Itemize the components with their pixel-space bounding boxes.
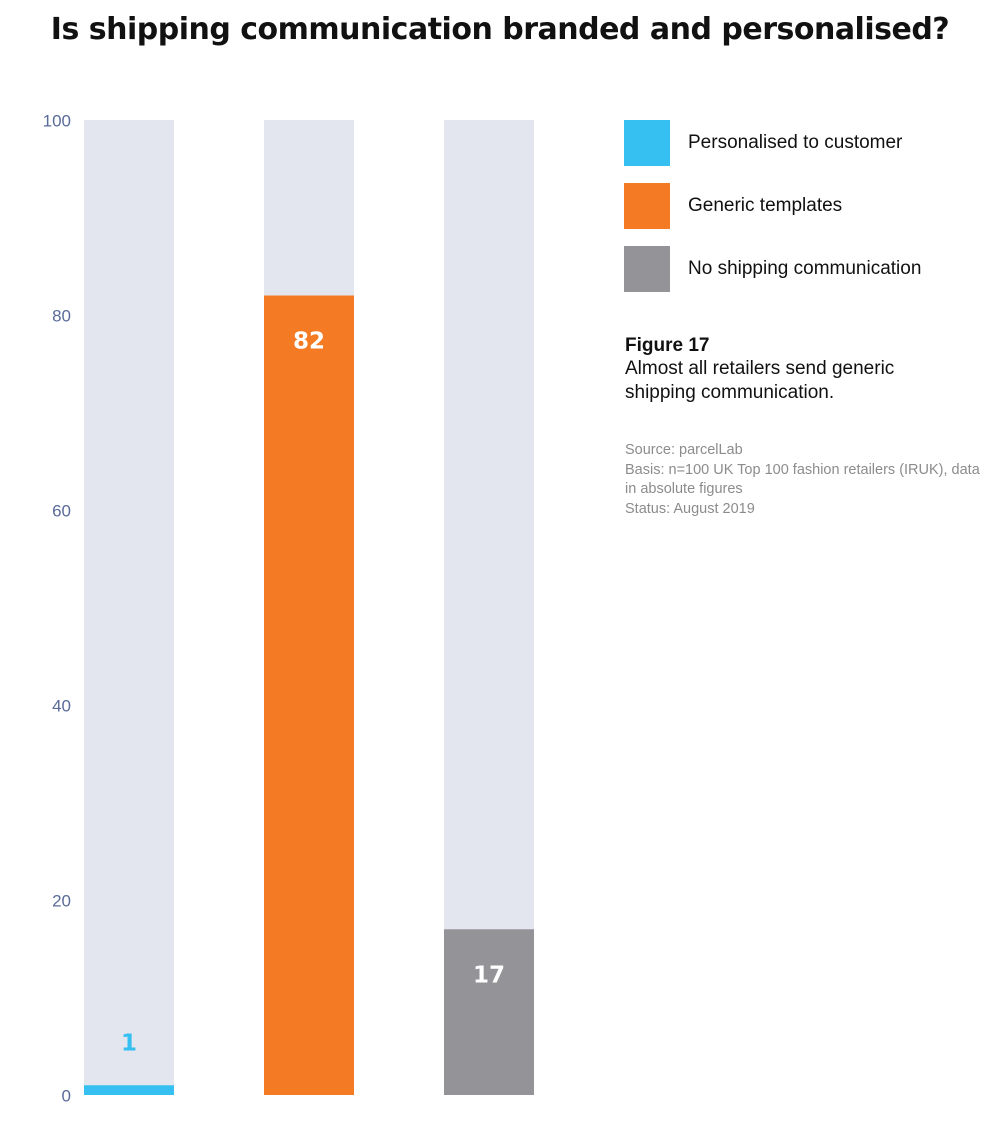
data-label: 1 [121,1030,137,1056]
bar-none [444,929,534,1095]
y-tick-label: 100 [43,111,71,130]
status-line: Status: August 2019 [625,500,755,517]
y-tick-label: 0 [62,1086,71,1105]
legend-label-none: No shipping communication [688,258,922,279]
legend-swatch-none [624,246,670,292]
data-label: 17 [473,962,505,988]
y-tick-label: 60 [52,501,71,520]
figure-number: Figure 17 [625,335,710,356]
legend-label-personalised: Personalised to customer [688,132,903,153]
y-tick-label: 20 [52,891,71,910]
legend-swatch-generic [624,183,670,229]
source-line: Source: parcelLab [625,442,743,458]
bar-generic [264,295,354,1095]
y-tick-label: 40 [52,696,71,715]
figure-description: Almost all retailers send generic shippi… [625,358,895,403]
data-label: 82 [293,329,325,355]
source-notes: Source: parcelLab Basis: n=100 UK Top 10… [625,441,995,519]
legend-label-generic: Generic templates [688,195,843,216]
figure-caption: Figure 17 Almost all retailers send gene… [625,334,965,405]
legend-swatch-personalised [624,120,670,166]
chart-title: Is shipping communication branded and pe… [50,12,950,47]
bar-chart: 0 20 40 60 80 100 1 82 17 [43,111,534,1105]
bar-track [84,120,174,1095]
y-tick-label: 80 [52,306,71,325]
bar-personalised [84,1085,174,1095]
basis-line: Basis: n=100 UK Top 100 fashion retailer… [625,461,980,498]
